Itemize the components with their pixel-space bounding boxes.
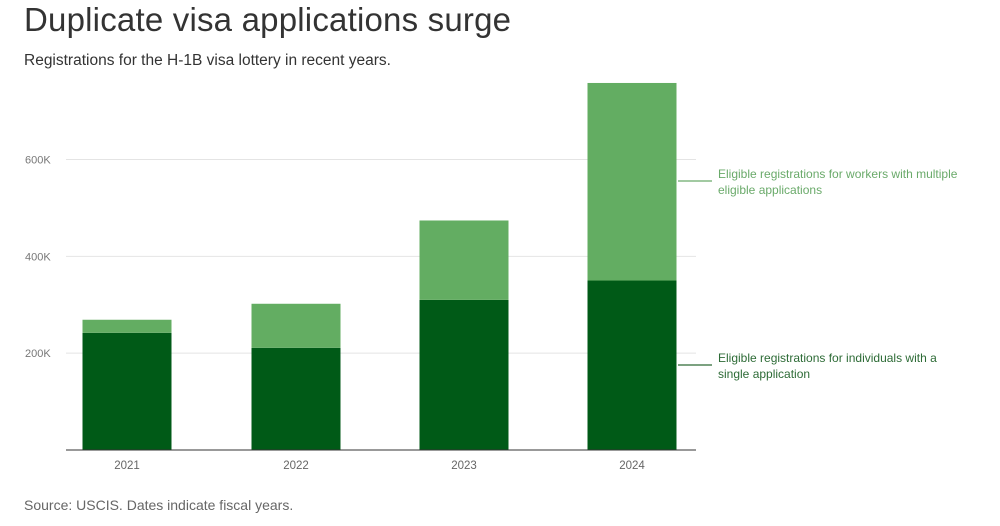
- legend-label: single application: [718, 367, 810, 381]
- bar-segment: [419, 299, 509, 450]
- bars: [82, 82, 677, 450]
- bar-segment: [419, 220, 509, 300]
- x-tick-label: 2023: [451, 460, 477, 472]
- y-tick-label: 400K: [25, 251, 51, 263]
- x-tick-label: 2022: [283, 460, 309, 472]
- bar-segment: [82, 319, 172, 333]
- legend-label: Eligible registrations for workers with …: [718, 167, 958, 181]
- chart-subtitle: Registrations for the H-1B visa lottery …: [24, 52, 391, 69]
- legend: Eligible registrations for individuals w…: [678, 167, 958, 381]
- bar-segment: [82, 332, 172, 450]
- y-tick-label: 600K: [25, 154, 51, 166]
- legend-label: eligible applications: [718, 183, 822, 197]
- source-note: Source: USCIS. Dates indicate fiscal yea…: [24, 497, 294, 513]
- x-tick-label: 2021: [114, 460, 140, 472]
- bar-segment: [587, 280, 677, 450]
- bar-segment: [251, 303, 341, 348]
- legend-label: Eligible registrations for individuals w…: [718, 351, 937, 365]
- x-axis: 2021 2022 2023 2024: [66, 449, 696, 472]
- y-tick-label: 200K: [25, 348, 51, 360]
- bar-segment: [587, 82, 677, 281]
- x-tick-label: 2024: [619, 460, 645, 472]
- bar-segment: [251, 347, 341, 450]
- chart-title: Duplicate visa applications surge: [24, 1, 512, 38]
